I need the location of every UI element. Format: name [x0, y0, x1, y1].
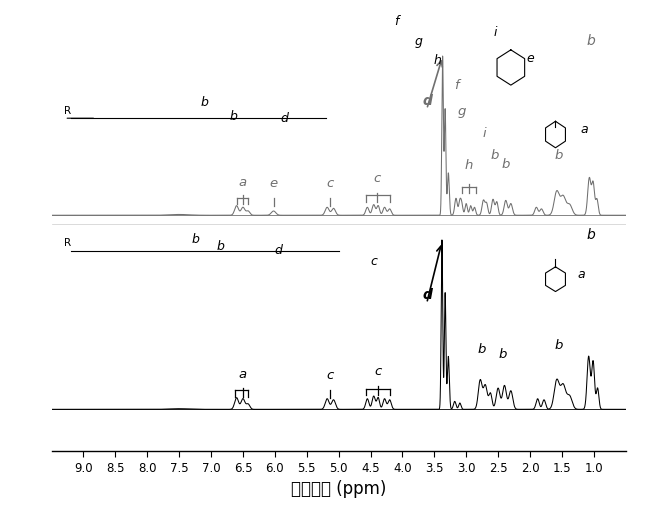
Text: a: a — [577, 268, 585, 281]
Text: c: c — [370, 255, 377, 268]
Text: b: b — [201, 96, 208, 110]
Text: R: R — [64, 238, 72, 248]
Text: g: g — [457, 105, 466, 118]
Text: b: b — [499, 348, 508, 361]
Text: f: f — [394, 15, 398, 28]
Text: d: d — [423, 287, 433, 302]
Text: b: b — [217, 240, 224, 252]
Text: c: c — [327, 176, 334, 190]
X-axis label: 化学位移 (ppm): 化学位移 (ppm) — [291, 480, 386, 498]
Text: b: b — [502, 158, 510, 171]
Text: d: d — [274, 244, 282, 257]
Text: b: b — [587, 228, 595, 242]
Text: d: d — [281, 112, 288, 125]
Text: b: b — [555, 150, 563, 162]
Text: d: d — [423, 94, 433, 107]
Text: g: g — [415, 34, 422, 48]
Text: e: e — [526, 52, 534, 65]
Text: a: a — [580, 123, 588, 136]
Text: b: b — [491, 150, 499, 162]
Text: f: f — [453, 79, 459, 92]
Text: c: c — [375, 366, 382, 378]
Text: R: R — [64, 106, 72, 116]
Text: c: c — [327, 369, 334, 382]
Text: i: i — [482, 127, 486, 140]
Text: c: c — [373, 172, 381, 185]
Text: b: b — [191, 233, 199, 246]
Text: h: h — [433, 54, 441, 67]
Text: e: e — [270, 176, 277, 190]
Text: b: b — [230, 110, 237, 123]
Text: i: i — [493, 26, 497, 39]
Text: a: a — [239, 176, 247, 189]
Text: b: b — [478, 343, 486, 356]
Text: a: a — [239, 368, 247, 381]
Text: b: b — [555, 339, 563, 352]
Text: b: b — [587, 33, 595, 48]
Text: h: h — [464, 159, 473, 172]
